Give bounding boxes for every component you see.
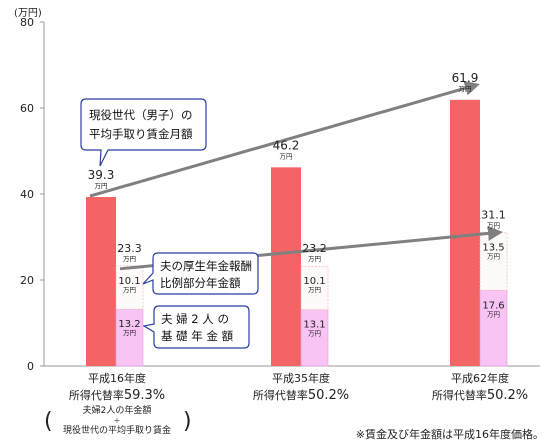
earnings-related-unit: 万円 xyxy=(308,286,321,294)
basic-pension-value: 13.1 xyxy=(303,320,325,331)
formula-paren-right: ) xyxy=(183,409,192,434)
earnings-related-unit: 万円 xyxy=(487,252,500,260)
callout-wage-line-2: 平均手取り賃金月額 xyxy=(89,127,193,141)
wage-unit: 万円 xyxy=(95,182,108,190)
basic-pension-bar xyxy=(115,308,144,367)
pension-total-unit: 万円 xyxy=(308,255,321,263)
y-tick-label: 60 xyxy=(20,102,34,115)
category-rate-label: 所得代替率59.3% xyxy=(69,388,165,403)
pension-total-value: 23.3 xyxy=(117,242,142,255)
replacement-rate-formula: ( 夫婦2人の年金額 ÷ 現役世代の平均手取り賃金 ) xyxy=(44,404,192,436)
callout-basic-box xyxy=(142,305,250,349)
earnings-related-value: 10.1 xyxy=(118,276,140,287)
callout-earnings-box xyxy=(142,252,259,295)
callout-wage: 現役世代（男子）の 平均手取り賃金月額 xyxy=(80,98,207,167)
y-tick-label: 0 xyxy=(27,360,34,373)
pension-total-unit: 万円 xyxy=(487,221,500,229)
wage-bar xyxy=(450,99,480,366)
basic-pension-unit: 万円 xyxy=(308,330,321,338)
wage-value: 46.2 xyxy=(273,138,300,152)
y-tick-label: 40 xyxy=(20,188,34,201)
category-rate-label: 所得代替率50.2% xyxy=(432,388,528,403)
formula-numerator: 夫婦2人の年金額 xyxy=(83,404,152,416)
y-tick-label: 20 xyxy=(20,274,34,287)
basic-pension-value: 13.2 xyxy=(118,319,140,330)
callout-earnings: 夫の厚生年金報酬 比例部分年金額 xyxy=(142,252,259,295)
y-tick-label: 80 xyxy=(20,16,34,29)
callout-basic: 夫 婦 2 人 の 基 礎 年 金 額 xyxy=(142,305,250,349)
callout-earnings-line-2: 比例部分年金額 xyxy=(160,276,241,290)
wage-value: 39.3 xyxy=(88,168,115,182)
wage-unit: 万円 xyxy=(280,152,293,160)
category-label: 平成35年度 xyxy=(272,371,330,385)
wage-value: 61.9 xyxy=(452,71,479,85)
y-ticks: 0 20 40 60 80 xyxy=(20,16,44,373)
basic-pension-unit: 万円 xyxy=(487,310,500,318)
formula-divide-sign: ÷ xyxy=(114,416,121,425)
earnings-related-unit: 万円 xyxy=(123,286,136,294)
basic-pension-bar xyxy=(300,309,329,367)
formula-paren-left: ( xyxy=(44,409,53,434)
earnings-related-bar xyxy=(479,231,508,291)
pension-total-value: 31.1 xyxy=(481,208,506,221)
earnings-related-value: 13.5 xyxy=(482,242,504,253)
footnote: ※賃金及び年金額は平成16年度価格。 xyxy=(356,427,544,441)
wage-bar xyxy=(271,167,301,366)
category-rate-label: 所得代替率50.2% xyxy=(253,388,349,403)
earnings-related-bar xyxy=(115,265,144,310)
pension-total-unit: 万円 xyxy=(123,255,136,263)
callout-wage-box xyxy=(80,98,207,167)
category-label: 平成16年度 xyxy=(88,371,146,385)
callout-earnings-line-1: 夫の厚生年金報酬 xyxy=(160,259,252,273)
earnings-related-value: 10.1 xyxy=(303,276,325,287)
wage-bar xyxy=(86,197,116,366)
pension-total-value: 23.2 xyxy=(302,242,327,255)
wage-trend-arrow xyxy=(89,80,480,198)
basic-pension-value: 17.6 xyxy=(482,300,504,311)
wage-unit: 万円 xyxy=(459,85,472,93)
callout-basic-line-1: 夫 婦 2 人 の xyxy=(161,312,229,326)
basic-pension-unit: 万円 xyxy=(123,329,136,337)
bars xyxy=(86,99,508,367)
earnings-related-bar xyxy=(300,265,329,311)
unit-label: (万円) xyxy=(14,8,42,19)
formula-denominator: 現役世代の平均手取り賃金 xyxy=(63,424,171,436)
category-label: 平成62年度 xyxy=(451,371,509,385)
callout-wage-line-1: 現役世代（男子）の xyxy=(89,108,193,122)
value-labels: 39.3万円46.2万円61.9万円23.3万円23.2万円31.1万円10.1… xyxy=(88,71,506,338)
callout-basic-line-2: 基 礎 年 金 額 xyxy=(161,329,234,343)
